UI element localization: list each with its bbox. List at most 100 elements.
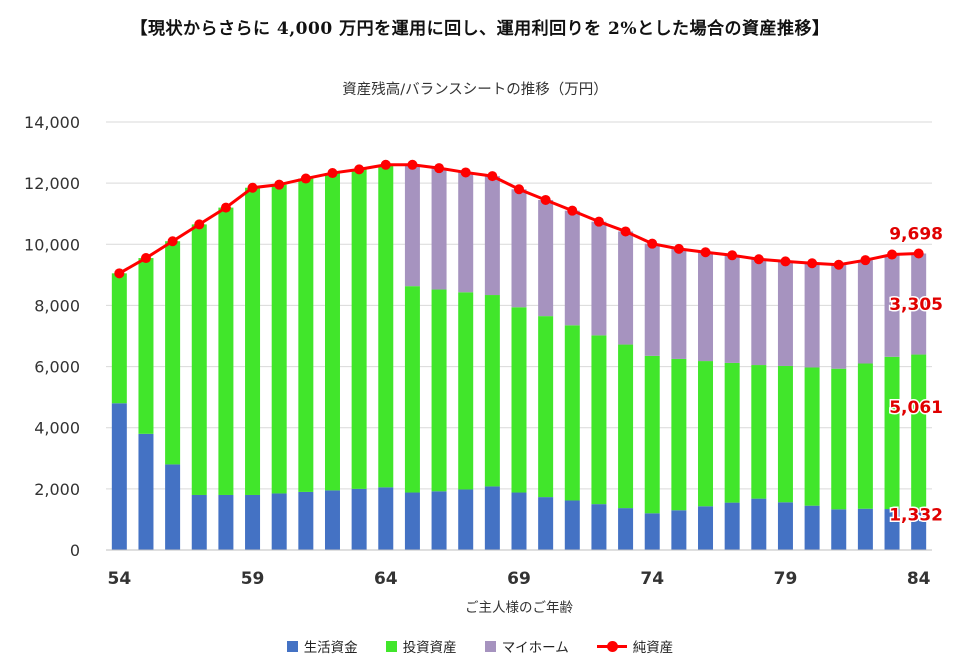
bar-living xyxy=(618,508,634,550)
bar-home xyxy=(671,248,687,359)
legend-item-living: 生活資金 xyxy=(286,636,358,656)
bar-living xyxy=(404,492,420,550)
y-tick-label: 6,000 xyxy=(34,358,80,377)
bar-home xyxy=(804,263,820,368)
bar-investment xyxy=(698,361,714,507)
bar-investment xyxy=(591,335,607,505)
bar-investment xyxy=(831,368,847,510)
bar-living xyxy=(644,513,660,550)
x-axis-label: ご主人様のご年齢 xyxy=(465,600,573,616)
bar-home xyxy=(911,253,927,355)
bar-living xyxy=(538,497,554,550)
x-tick-label: 79 xyxy=(774,569,798,589)
bar-investment xyxy=(644,355,660,514)
legend: 生活資金 投資資産 マイホーム 純資産 xyxy=(0,636,960,656)
bar-living xyxy=(218,494,234,550)
chart-title: 資産残高/バランスシートの推移（万円） xyxy=(342,81,608,98)
bar-home xyxy=(831,264,847,369)
legend-item-home: マイホーム xyxy=(484,636,569,656)
net-asset-point xyxy=(434,163,445,174)
y-tick-label: 2,000 xyxy=(34,480,80,499)
net-asset-point xyxy=(194,219,205,230)
x-tick-label: 84 xyxy=(907,569,931,589)
net-asset-point xyxy=(407,159,418,170)
net-asset-point xyxy=(247,182,258,193)
value-annotation: 1,332 xyxy=(889,505,943,525)
y-axis-ticks: 0 2,000 4,000 6,000 8,000 10,000 12,000 14,000 xyxy=(24,113,80,560)
bar-investment xyxy=(857,363,873,509)
bar-home xyxy=(538,199,554,317)
bar-investment xyxy=(804,367,820,506)
bar-investment xyxy=(218,207,234,495)
bar-investment xyxy=(378,164,394,488)
bar-living xyxy=(324,490,340,550)
bar-investment xyxy=(111,273,127,404)
bar-living xyxy=(804,505,820,550)
bar-living xyxy=(271,493,287,550)
net-asset-point xyxy=(514,184,524,195)
legend-swatch-home xyxy=(484,640,496,652)
bar-living xyxy=(431,491,447,550)
net-asset-point xyxy=(114,268,125,279)
net-asset-point xyxy=(913,248,924,259)
bar-investment xyxy=(138,258,154,434)
bar-living xyxy=(671,510,687,550)
bar-living xyxy=(831,509,847,550)
asset-stacked-bar-chart: 資産残高/バランスシートの推移（万円） 0 2,000 4,000 6,000 8,00… xyxy=(24,81,944,616)
legend-swatch-investment xyxy=(385,640,397,652)
net-asset-point xyxy=(593,216,604,227)
net-asset-point xyxy=(487,171,498,182)
net-asset-point xyxy=(807,258,818,269)
bar-living xyxy=(911,509,927,550)
net-asset-point xyxy=(727,250,738,261)
bar-living xyxy=(751,498,767,550)
bar-investment xyxy=(911,354,927,510)
bar-home xyxy=(564,210,580,326)
legend-swatch-living xyxy=(286,640,298,652)
bar-investment xyxy=(777,365,793,503)
bar-living xyxy=(165,464,181,550)
bar-investment xyxy=(484,295,500,487)
bar-investment xyxy=(191,224,207,495)
value-annotation: 9,698 xyxy=(889,225,943,245)
bar-living xyxy=(511,492,527,550)
bar-investment xyxy=(324,173,340,491)
bar-living xyxy=(191,494,207,550)
bar-home xyxy=(751,259,767,366)
x-tick-label: 69 xyxy=(507,569,531,589)
net-asset-point xyxy=(673,243,684,254)
bar-living xyxy=(698,506,714,550)
bar-living xyxy=(884,509,900,550)
x-tick-label: 54 xyxy=(107,569,131,589)
net-asset-line xyxy=(114,159,924,279)
bar-home xyxy=(777,261,793,366)
bar-investment xyxy=(511,307,527,493)
bar-investment xyxy=(165,241,181,465)
bar-investment xyxy=(564,325,580,501)
bar-living xyxy=(591,504,607,550)
net-asset-point xyxy=(300,173,311,184)
bar-living xyxy=(564,500,580,550)
bar-home xyxy=(404,164,420,287)
bars xyxy=(111,164,927,550)
bar-investment xyxy=(431,289,447,492)
bar-living xyxy=(378,487,394,550)
net-asset-point xyxy=(354,164,365,175)
bar-living xyxy=(351,488,367,550)
bar-living xyxy=(245,494,261,550)
legend-label-net: 純資産 xyxy=(632,640,674,656)
bar-home xyxy=(724,255,740,363)
value-annotation: 3,305 xyxy=(889,295,943,315)
bar-home xyxy=(698,252,714,362)
bar-investment xyxy=(671,358,687,511)
bar-living xyxy=(857,508,873,550)
bar-home xyxy=(511,189,527,308)
net-asset-point xyxy=(700,247,711,258)
y-tick-label: 10,000 xyxy=(24,235,80,254)
bar-home xyxy=(431,168,447,290)
bar-investment xyxy=(298,178,314,492)
bar-investment xyxy=(458,292,474,490)
bar-home xyxy=(458,172,474,293)
bar-living xyxy=(777,502,793,550)
net-asset-point xyxy=(460,167,471,178)
